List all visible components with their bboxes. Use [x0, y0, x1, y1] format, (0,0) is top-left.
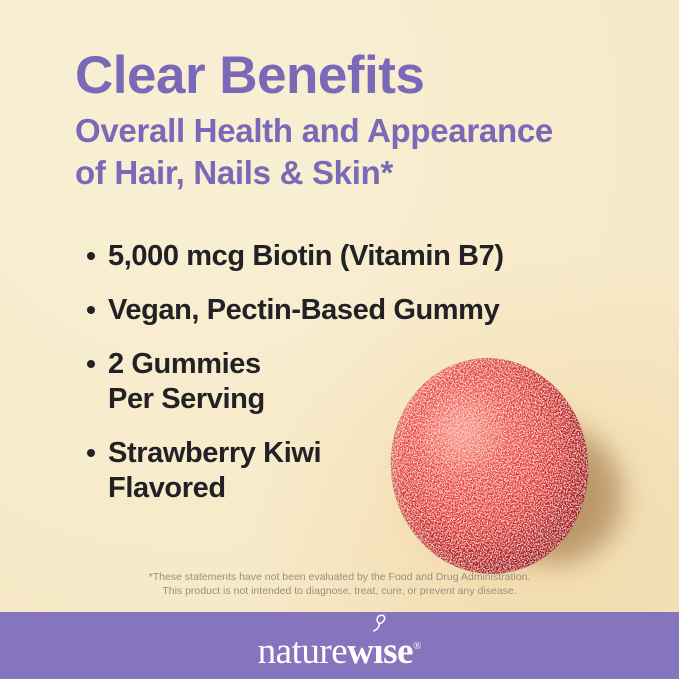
brand-name-light: nature	[257, 630, 348, 672]
bullet-dot	[87, 252, 95, 260]
benefit-item-flavor: Strawberry Kiwi Flavored	[87, 436, 504, 506]
benefit-item-vegan: Vegan, Pectin-Based Gummy	[87, 293, 504, 328]
benefit-item-serving: 2 Gummies Per Serving	[87, 347, 504, 417]
bullet-dot	[87, 360, 95, 368]
subtitle-line-2: of Hair, Nails & Skin*	[75, 154, 394, 191]
brand-name-dotless-i: ı	[373, 630, 384, 672]
bullet-dot	[87, 306, 95, 314]
brand-name-bold-w: w	[347, 630, 374, 672]
brand-name-bold-se: se	[383, 630, 413, 672]
benefit-text: Per Serving	[108, 383, 265, 415]
sugar-texture	[378, 346, 601, 586]
leaf-icon	[373, 613, 386, 632]
bullet-dot	[87, 449, 95, 457]
benefit-text: Flavored	[108, 472, 226, 504]
page-subtitle: Overall Health and Appearance of Hair, N…	[75, 110, 553, 194]
footer-bar: naturewı se®	[0, 612, 679, 679]
benefit-text: Vegan, Pectin-Based Gummy	[108, 294, 500, 326]
benefit-text: Strawberry Kiwi	[108, 437, 322, 469]
benefits-list: 5,000 mcg Biotin (Vitamin B7) Vegan, Pec…	[87, 239, 504, 525]
disclaimer-line-2: This product is not intended to diagnose…	[162, 585, 517, 597]
benefit-item-biotin: 5,000 mcg Biotin (Vitamin B7)	[87, 239, 504, 274]
naturewise-logo: naturewı se®	[257, 613, 422, 672]
disclaimer-line-1: *These statements have not been evaluate…	[148, 571, 531, 583]
fda-disclaimer: *These statements have not been evaluate…	[0, 570, 679, 598]
gummy-photo	[378, 346, 601, 586]
benefit-text: 2 Gummies	[108, 348, 261, 380]
page-title: Clear Benefits	[75, 46, 425, 105]
benefit-text: 5,000 mcg Biotin (Vitamin B7)	[108, 240, 504, 272]
subtitle-line-1: Overall Health and Appearance	[75, 112, 553, 149]
registered-trademark: ®	[412, 639, 422, 652]
